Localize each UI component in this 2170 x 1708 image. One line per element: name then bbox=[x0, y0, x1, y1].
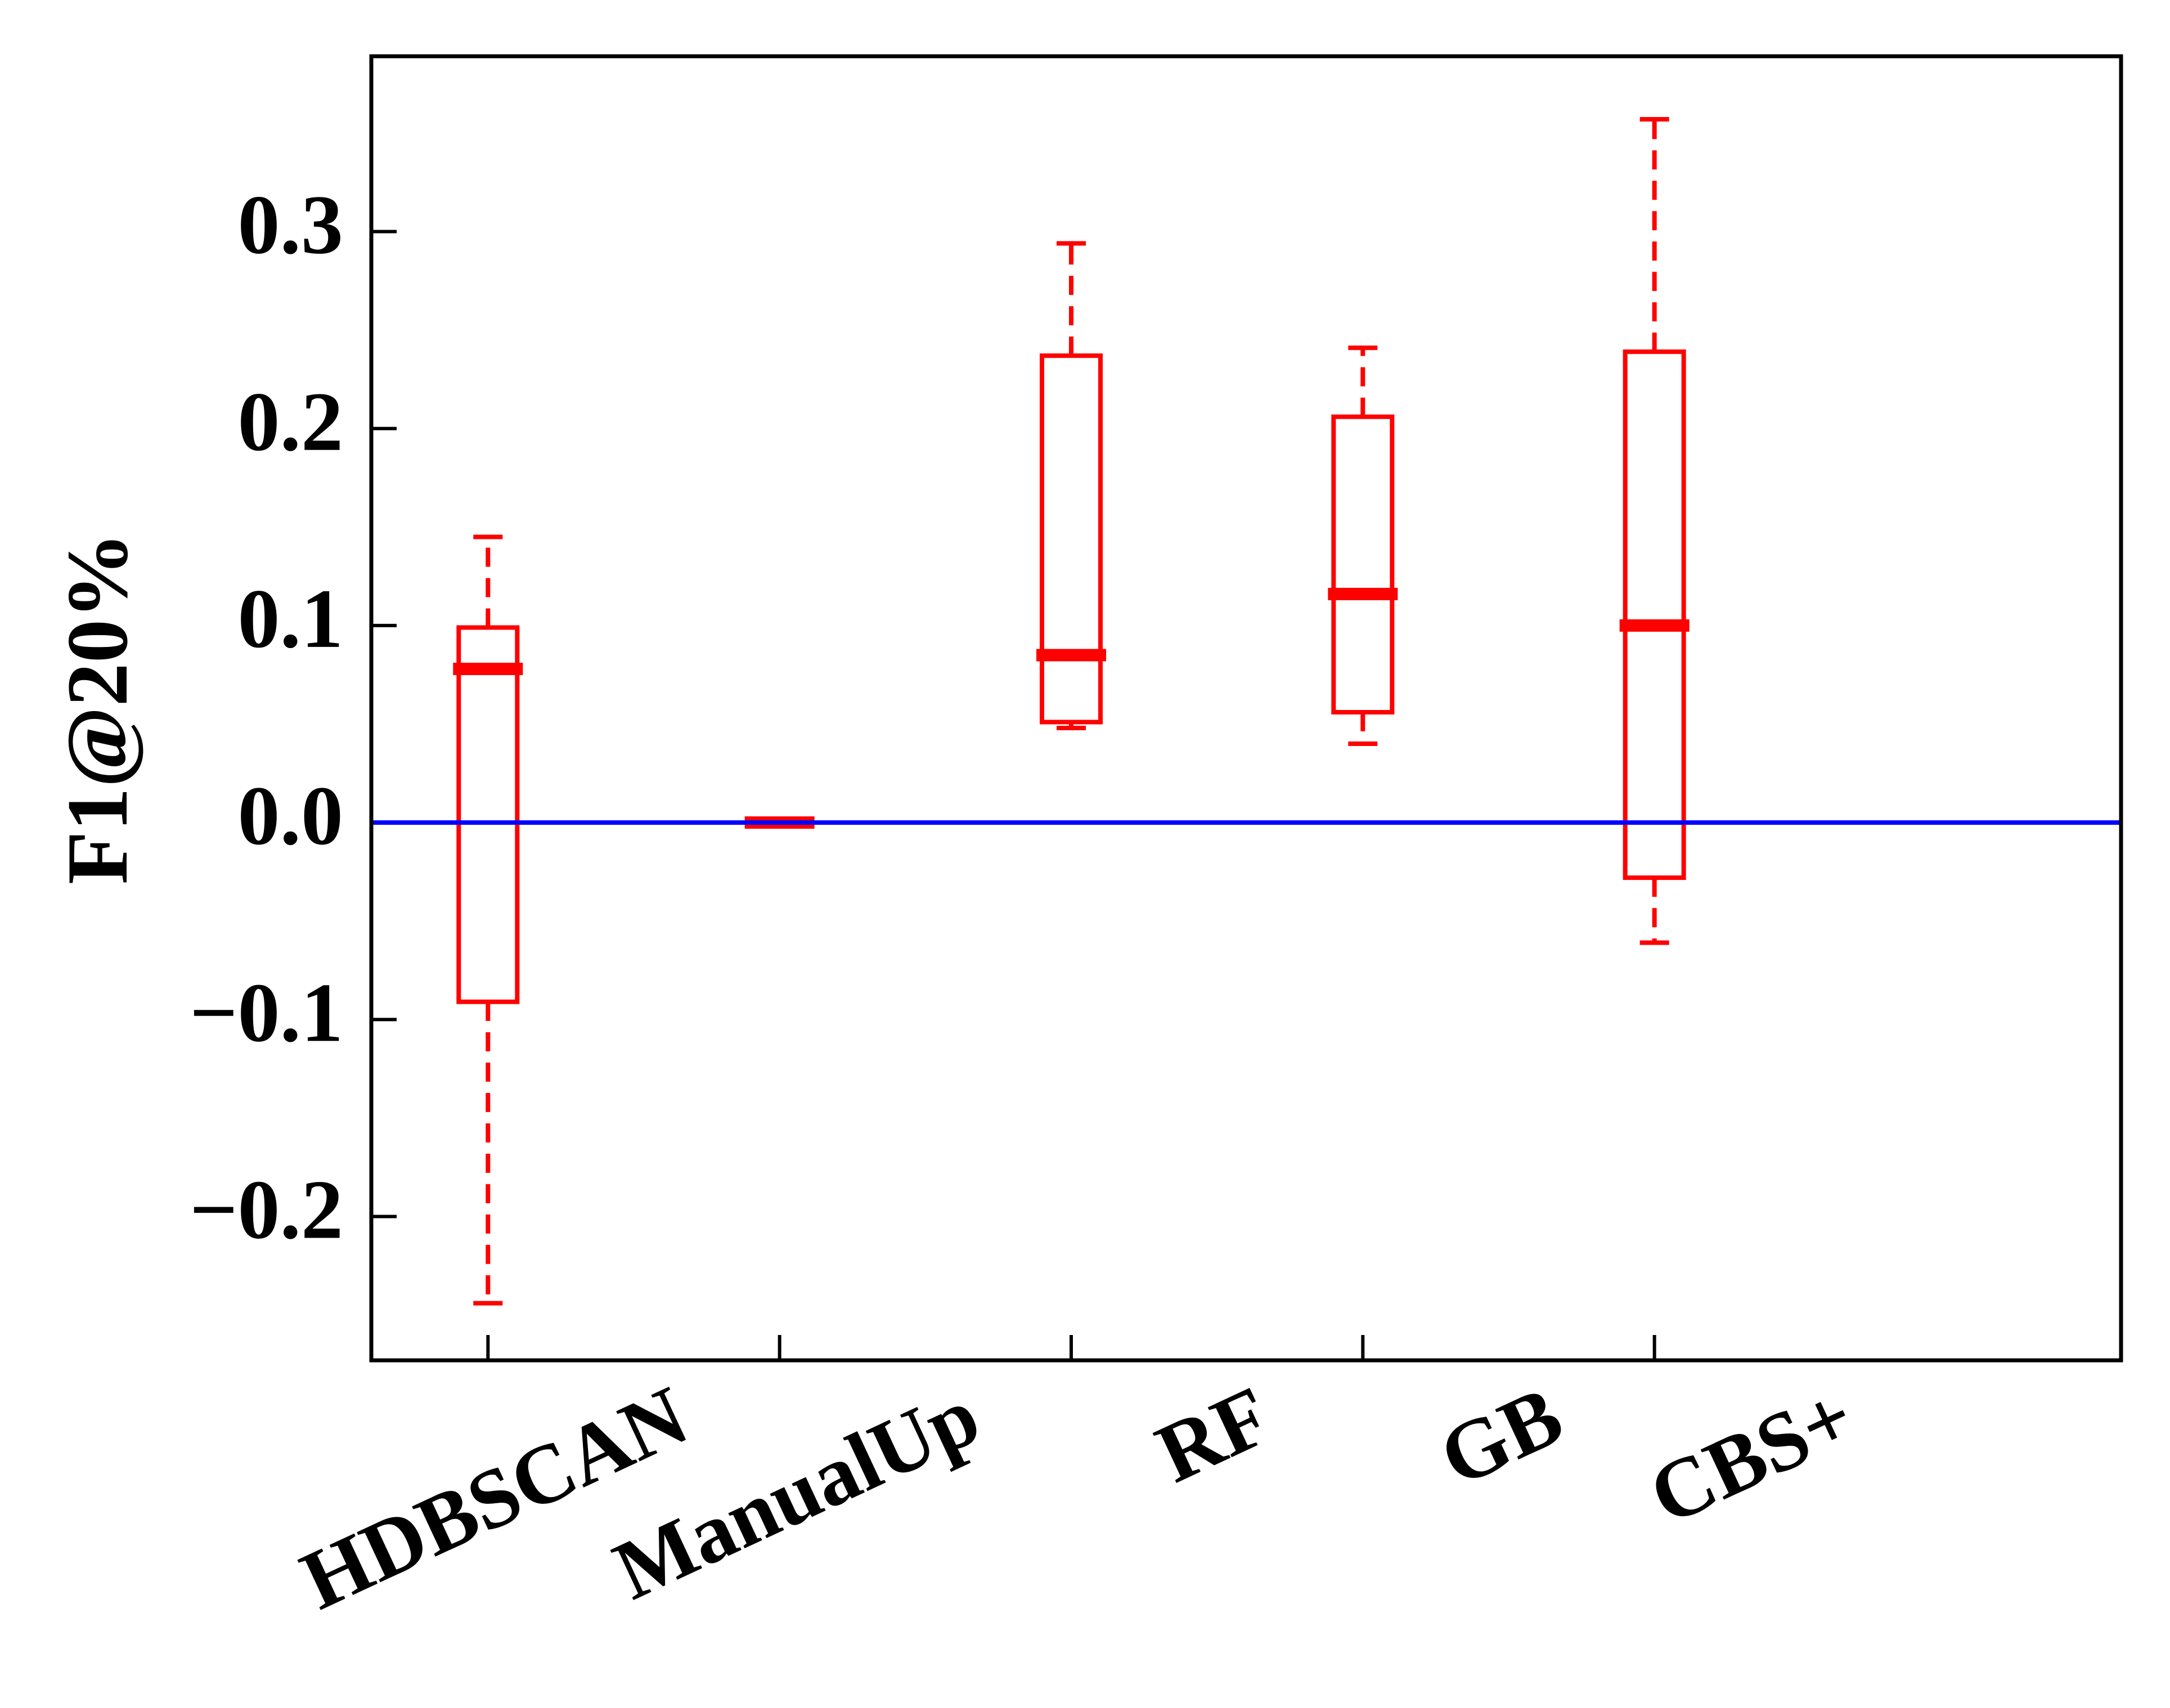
x-tick-label: RF bbox=[1143, 1368, 1284, 1500]
iqr-box bbox=[1623, 349, 1686, 880]
y-tick-label: −0.2 bbox=[190, 1163, 343, 1256]
y-tick-label: −0.1 bbox=[190, 966, 343, 1059]
y-tick-label: 0.2 bbox=[238, 375, 344, 469]
x-tick-label: CBS+ bbox=[1636, 1368, 1868, 1543]
iqr-box bbox=[1040, 353, 1103, 725]
box-series bbox=[453, 117, 1690, 1306]
y-tick-label: 0.0 bbox=[238, 769, 344, 862]
plot-frame bbox=[369, 54, 2123, 1363]
y-axis-ticks: −0.2 −0.1 0.0 0.1 0.2 0.3 bbox=[190, 178, 397, 1256]
box-rf bbox=[1036, 241, 1106, 731]
x-tick-label: GB bbox=[1426, 1368, 1576, 1504]
y-tick-label: 0.1 bbox=[238, 572, 344, 666]
box-gb bbox=[1328, 345, 1398, 747]
box-cbs bbox=[1619, 117, 1690, 945]
y-axis-label: F1@20% bbox=[49, 532, 146, 884]
y-tick-label: 0.3 bbox=[238, 178, 344, 272]
iqr-box bbox=[1331, 414, 1395, 715]
iqr-box bbox=[456, 625, 520, 1004]
box-hdbscan bbox=[453, 534, 523, 1306]
